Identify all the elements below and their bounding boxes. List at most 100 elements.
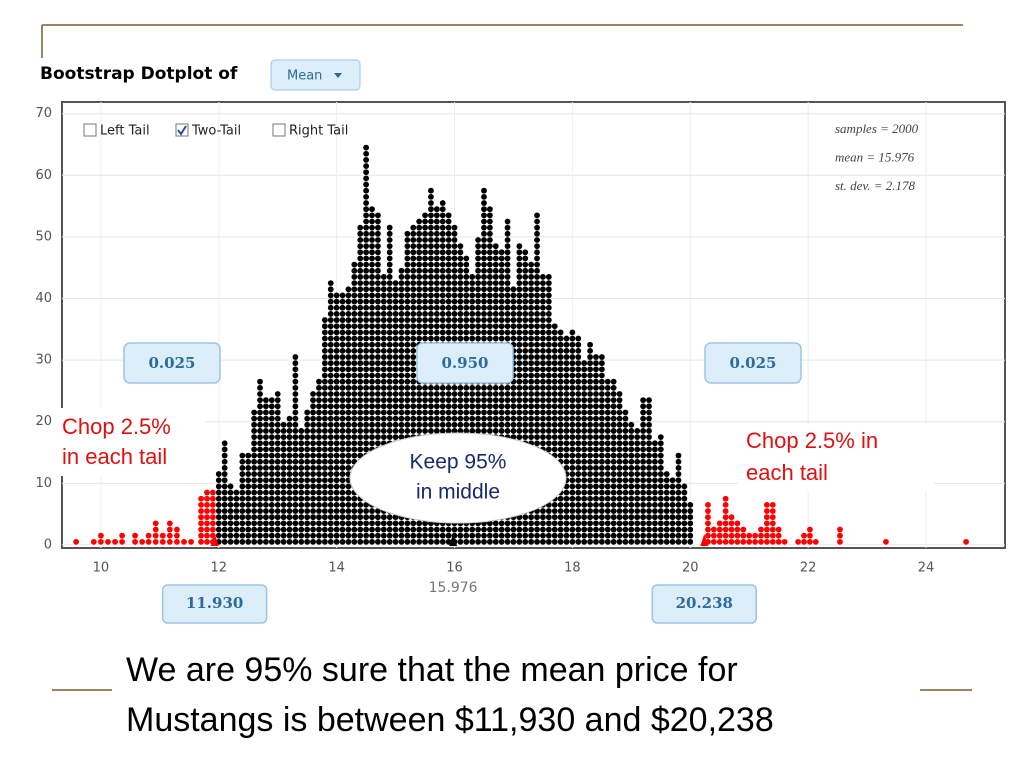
dot xyxy=(345,366,352,373)
checkbox[interactable] xyxy=(272,123,286,137)
dot xyxy=(351,384,358,391)
dot xyxy=(375,354,381,360)
dot xyxy=(610,508,617,514)
dot xyxy=(286,415,293,422)
dot xyxy=(321,440,328,447)
dot xyxy=(569,452,576,459)
dot xyxy=(245,538,252,545)
dot xyxy=(439,230,446,237)
dot xyxy=(640,440,647,447)
dot xyxy=(534,329,540,336)
dot xyxy=(257,532,263,539)
dot xyxy=(469,298,476,305)
dot xyxy=(251,421,258,428)
dot xyxy=(410,538,417,545)
dot xyxy=(481,397,487,404)
dot xyxy=(569,508,576,514)
dot xyxy=(569,458,576,465)
dot xyxy=(652,471,658,477)
dot xyxy=(604,477,611,484)
dot xyxy=(433,526,440,533)
dot xyxy=(416,317,423,323)
dot xyxy=(616,526,623,533)
dot xyxy=(492,391,499,397)
dot xyxy=(663,495,670,502)
dot xyxy=(445,267,452,274)
dot xyxy=(551,372,558,379)
dot xyxy=(357,230,364,237)
option[interactable]: Left Tail xyxy=(83,123,150,139)
dot xyxy=(640,409,647,416)
dot-column xyxy=(604,378,611,545)
dot xyxy=(622,489,629,496)
dot xyxy=(274,538,281,545)
dot xyxy=(251,446,258,453)
dot xyxy=(545,366,552,373)
dot xyxy=(386,298,393,305)
dot xyxy=(345,329,352,336)
dot-column xyxy=(188,538,194,545)
dot xyxy=(380,323,387,330)
dot xyxy=(363,501,370,508)
dot xyxy=(433,329,440,336)
dot xyxy=(251,508,258,514)
dot xyxy=(351,286,358,293)
dot xyxy=(451,526,458,533)
dot xyxy=(375,323,381,330)
dot xyxy=(333,483,340,490)
dot xyxy=(657,477,664,484)
checkbox[interactable] xyxy=(83,123,97,137)
dot xyxy=(522,397,529,404)
dot xyxy=(245,452,252,459)
dot xyxy=(204,538,210,545)
dot xyxy=(339,403,346,410)
dot xyxy=(598,465,605,471)
dot xyxy=(363,372,370,379)
dot xyxy=(498,298,505,305)
dot xyxy=(475,532,481,539)
dot xyxy=(404,280,411,287)
dot xyxy=(563,366,570,373)
dot xyxy=(363,274,370,280)
dot xyxy=(551,378,558,385)
dot xyxy=(657,440,664,447)
dot xyxy=(257,514,263,521)
dot xyxy=(392,428,399,434)
dot xyxy=(422,261,428,268)
dot xyxy=(569,428,576,434)
dot xyxy=(245,514,252,521)
option[interactable]: Right Tail xyxy=(272,123,348,139)
dot xyxy=(286,428,293,434)
dot xyxy=(657,508,664,514)
dot xyxy=(522,391,529,397)
option[interactable]: Two-Tail xyxy=(175,123,241,139)
dot xyxy=(251,409,258,416)
dot xyxy=(551,508,558,514)
dot xyxy=(357,391,364,397)
dot xyxy=(351,292,358,299)
dot xyxy=(481,403,487,410)
dot xyxy=(628,508,635,514)
dot xyxy=(327,520,334,527)
dot xyxy=(640,508,647,514)
dot xyxy=(363,311,370,317)
dot xyxy=(263,508,269,514)
dot xyxy=(763,501,770,508)
dot xyxy=(286,452,293,459)
dot xyxy=(492,428,499,434)
dot xyxy=(369,304,375,311)
dot xyxy=(375,397,381,404)
statistic-dropdown[interactable] xyxy=(270,59,361,91)
dot xyxy=(410,532,417,539)
dot xyxy=(563,409,570,416)
dot xyxy=(598,520,605,527)
dot xyxy=(351,372,358,379)
dot xyxy=(646,452,652,459)
dot xyxy=(837,538,843,545)
dot xyxy=(486,249,493,256)
dot xyxy=(333,403,340,410)
dot xyxy=(652,514,658,521)
dot xyxy=(357,384,364,391)
dot xyxy=(540,434,546,441)
dot xyxy=(534,538,540,545)
